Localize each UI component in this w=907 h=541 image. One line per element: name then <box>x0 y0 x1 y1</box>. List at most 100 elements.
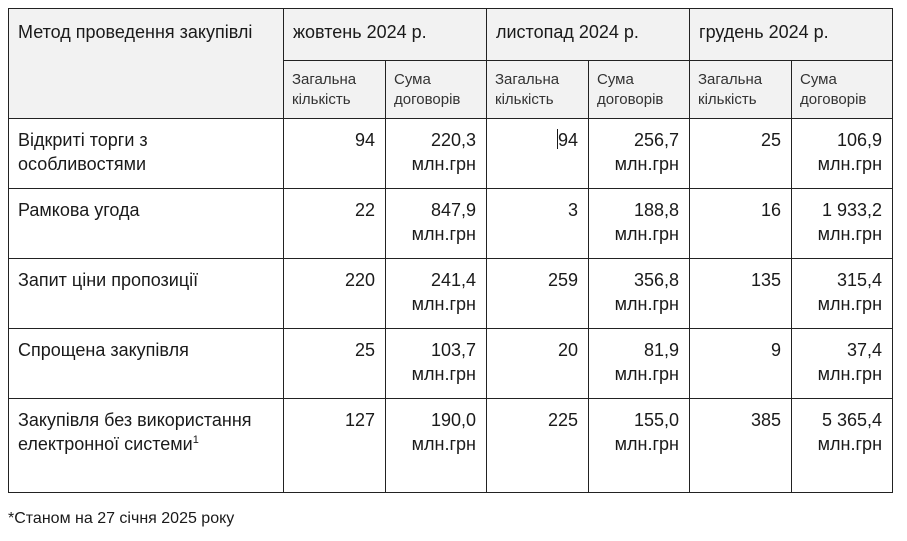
table-row: Відкриті торги з особливостями 94 220,3 м… <box>8 118 894 189</box>
count-cell: 225 <box>486 398 589 493</box>
sum-unit: млн.грн <box>614 364 679 384</box>
text-cursor <box>556 129 558 149</box>
count-value: 259 <box>547 270 578 290</box>
method-cell: Спрощена закупівля <box>8 328 284 399</box>
month-header-november: листопад 2024 р. <box>486 8 690 61</box>
count-cell: 385 <box>689 398 792 493</box>
sum-value: 356,8 <box>633 270 679 290</box>
sum-unit: млн.грн <box>817 434 883 454</box>
sum-unit: млн.грн <box>614 154 679 174</box>
count-cell: 259 <box>486 258 589 329</box>
table-row: Рамкова угода 22 847,9 млн.грн 3 188,8 млн… <box>8 188 894 259</box>
count-value: 3 <box>567 200 578 220</box>
sum-unit: млн.грн <box>411 154 476 174</box>
sum-cell: 190,0 млн.грн <box>385 398 487 493</box>
subheader-sum: Сума договорів <box>790 60 894 119</box>
sum-unit: млн.грн <box>817 364 883 384</box>
count-value: 225 <box>547 410 578 430</box>
footnote-text: *Станом на 27 січня 2025 року <box>8 510 235 527</box>
sum-unit: млн.грн <box>411 364 476 384</box>
count-cell: 16 <box>689 188 792 259</box>
table-row: Спрощена закупівля 25 103,7 млн.грн 20 81… <box>8 328 894 399</box>
sum-value: 315,4 <box>836 270 883 290</box>
sum-unit: млн.грн <box>614 434 679 454</box>
count-value: 25 <box>760 130 781 150</box>
sum-cell: 256,7 млн.грн <box>588 118 690 189</box>
subheader-sum: Сума договорів <box>385 60 487 119</box>
count-value: 385 <box>750 410 781 430</box>
sum-unit: млн.грн <box>614 224 679 244</box>
sum-cell: 103,7 млн.грн <box>385 328 487 399</box>
sum-cell: 220,3 млн.грн <box>385 118 487 189</box>
method-label: Запит ціни пропозиції <box>18 270 199 290</box>
sum-cell: 356,8 млн.грн <box>588 258 690 329</box>
sum-value: 188,8 <box>633 200 679 220</box>
count-cell: 220 <box>283 258 386 329</box>
footnote-reference: 1 <box>192 434 199 446</box>
count-value: 94 <box>557 130 578 150</box>
method-cell: Рамкова угода <box>8 188 284 259</box>
sum-cell: 315,4 млн.грн <box>790 258 894 329</box>
count-value: 22 <box>354 200 375 220</box>
subheader-count: Загальна кількість <box>689 60 792 119</box>
method-cell: Відкриті торги з особливостями <box>8 118 284 189</box>
sum-value: 190,0 <box>430 410 476 430</box>
sum-value: 81,9 <box>643 340 679 360</box>
count-value: 16 <box>760 200 781 220</box>
month-header-october: жовтень 2024 р. <box>283 8 487 61</box>
count-cell: 135 <box>689 258 792 329</box>
sum-unit: млн.грн <box>411 224 476 244</box>
count-value: 135 <box>750 270 781 290</box>
method-label: Закупівля без використання електронної с… <box>18 410 252 454</box>
count-value: 20 <box>557 340 578 360</box>
count-cell: 22 <box>283 188 386 259</box>
sum-unit: млн.грн <box>411 294 476 314</box>
subheader-count: Загальна кількість <box>486 60 589 119</box>
count-cell: 94 <box>283 118 386 189</box>
sum-cell: 37,4 млн.грн <box>790 328 894 399</box>
method-cell: Запит ціни пропозиції <box>8 258 284 329</box>
sum-cell: 106,9 млн.грн <box>790 118 894 189</box>
count-cell: 3 <box>486 188 589 259</box>
sum-value: 256,7 <box>633 130 679 150</box>
sum-unit: млн.грн <box>817 294 883 314</box>
count-cell: 20 <box>486 328 589 399</box>
count-cell: 127 <box>283 398 386 493</box>
sum-unit: млн.грн <box>411 434 476 454</box>
table-row: Запит ціни пропозиції 220 241,4 млн.грн 2… <box>8 258 894 329</box>
count-cell: 9 <box>689 328 792 399</box>
method-label: Відкриті торги з особливостями <box>18 130 148 174</box>
subheader-sum: Сума договорів <box>588 60 690 119</box>
sum-cell: 847,9 млн.грн <box>385 188 487 259</box>
sum-unit: млн.грн <box>817 154 883 174</box>
count-cell[interactable]: 94 <box>486 118 589 189</box>
header-row: Метод проведення закупівлі жовтень 2024 … <box>8 8 894 119</box>
method-header: Метод проведення закупівлі <box>8 8 284 119</box>
sum-value: 847,9 <box>430 200 476 220</box>
sum-value: 220,3 <box>430 130 476 150</box>
procurement-table: Метод проведення закупівлі жовтень 2024 … <box>8 8 894 493</box>
sum-unit: млн.грн <box>614 294 679 314</box>
subheader-row: Загальна кількість Сума договорів Загаль… <box>9 60 894 119</box>
method-cell: Закупівля без використання електронної с… <box>8 398 284 493</box>
sum-cell: 188,8 млн.грн <box>588 188 690 259</box>
method-label: Спрощена закупівля <box>18 340 189 360</box>
method-label: Рамкова угода <box>18 200 140 220</box>
sum-value: 155,0 <box>633 410 679 430</box>
count-cell: 25 <box>283 328 386 399</box>
count-value: 9 <box>770 340 781 360</box>
table-row: Закупівля без використання електронної с… <box>8 398 894 493</box>
sum-cell: 241,4 млн.грн <box>385 258 487 329</box>
sum-cell: 155,0 млн.грн <box>588 398 690 493</box>
sum-cell: 1 933,2 млн.грн <box>790 188 894 259</box>
sum-value: 5 365,4 <box>821 410 883 430</box>
sum-value: 1 933,2 <box>821 200 883 220</box>
count-value: 25 <box>354 340 375 360</box>
count-value: 127 <box>344 410 375 430</box>
sum-value: 241,4 <box>430 270 476 290</box>
count-cell: 25 <box>689 118 792 189</box>
sum-value: 37,4 <box>846 340 883 360</box>
month-header-december: грудень 2024 р. <box>688 8 894 61</box>
sum-value: 106,9 <box>836 130 883 150</box>
sum-value: 103,7 <box>430 340 476 360</box>
